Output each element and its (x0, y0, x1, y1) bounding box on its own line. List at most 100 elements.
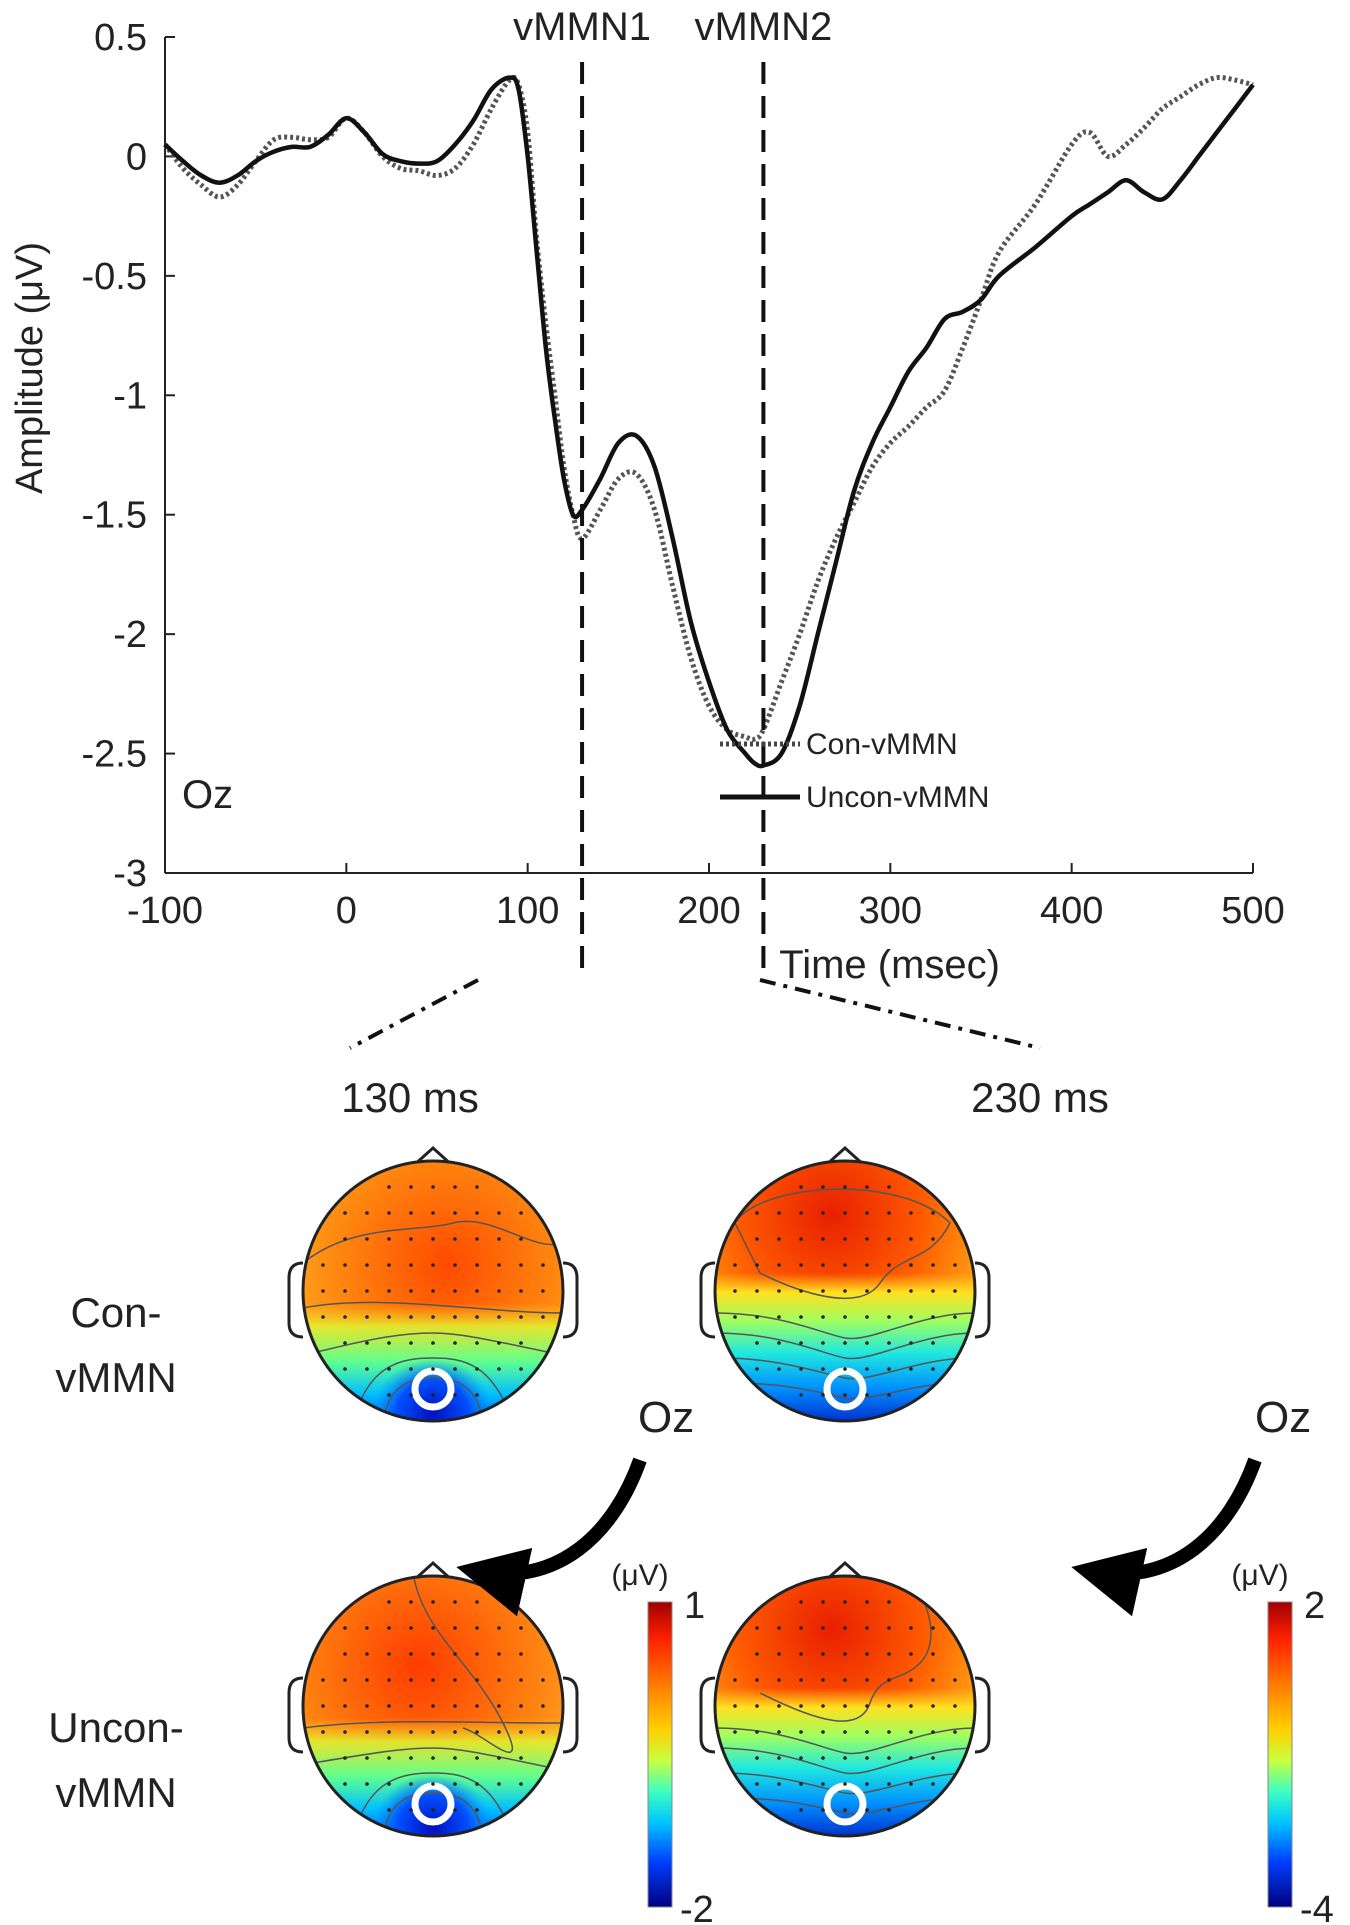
electrode-dot (931, 1704, 935, 1708)
electrode-dot (519, 1289, 523, 1293)
electrode-dot (953, 1289, 957, 1293)
x-tick-label: 200 (677, 890, 740, 932)
electrode-dot (931, 1652, 935, 1656)
electrode-dot (431, 1185, 435, 1189)
electrode-dot (365, 1237, 369, 1241)
electrode-dot (887, 1782, 891, 1786)
electrode-dot (497, 1626, 501, 1630)
x-axis-label: Time (msec) (779, 943, 1000, 987)
electrode-dot (541, 1730, 545, 1734)
electrode-dots (733, 1185, 957, 1397)
x-axis-ticks: -100 0 100 200 300 400 500 (127, 863, 1285, 932)
colorbar-230-min: -4 (1300, 1889, 1334, 1925)
electrode-dot (953, 1678, 957, 1682)
electrode-dot (475, 1263, 479, 1267)
electrode-dot (799, 1341, 803, 1345)
electrode-dot (365, 1678, 369, 1682)
electrode-dot (409, 1808, 413, 1812)
electrode-dot (475, 1211, 479, 1215)
electrode-dot (821, 1678, 825, 1682)
y-axis-ticks: 0.5 0 -0.5 -1 -1.5 -2 -2.5 -3 (82, 17, 175, 895)
electrode-dot (497, 1367, 501, 1371)
electrode-dot (387, 1315, 391, 1319)
electrode-dot (431, 1237, 435, 1241)
electrode-dot (865, 1600, 869, 1604)
electrode-dot (843, 1704, 847, 1708)
electrode-dot (409, 1211, 413, 1215)
electrode-dot (777, 1626, 781, 1630)
electrode-dot (475, 1782, 479, 1786)
axes-frame (164, 37, 1253, 874)
electrode-dot (431, 1341, 435, 1345)
electrode-dot (843, 1600, 847, 1604)
electrode-dot (953, 1730, 957, 1734)
colorbar-230-max: 2 (1304, 1585, 1325, 1627)
electrode-dot (821, 1782, 825, 1786)
electrode-dot (799, 1185, 803, 1189)
electrode-dot (887, 1211, 891, 1215)
electrode-dot (821, 1263, 825, 1267)
electrode-dot (755, 1211, 759, 1215)
electrode-dot (887, 1263, 891, 1267)
electrode-dot (909, 1263, 913, 1267)
electrode-dot (777, 1341, 781, 1345)
electrode-dot (755, 1341, 759, 1345)
electrode-dot (799, 1393, 803, 1397)
electrode-dot (931, 1756, 935, 1760)
electrode-dot (755, 1730, 759, 1734)
electrode-dot (453, 1185, 457, 1189)
electrode-dot (755, 1782, 759, 1786)
electrode-dot (821, 1341, 825, 1345)
electrode-dot (409, 1652, 413, 1656)
electrode-dot (409, 1730, 413, 1734)
electrode-dot (865, 1263, 869, 1267)
electrode-dot (431, 1315, 435, 1319)
electrode-dot (387, 1756, 391, 1760)
electrode-dot (343, 1211, 347, 1215)
electrode-dot (843, 1185, 847, 1189)
electrode-dot (475, 1652, 479, 1656)
electrode-dot (519, 1263, 523, 1267)
electrode-dot (843, 1289, 847, 1293)
electrode-dot (887, 1704, 891, 1708)
electrode-dot (475, 1756, 479, 1760)
electrode-dot (821, 1808, 825, 1812)
electrode-dot (365, 1263, 369, 1267)
marker-lines: vMMN1 vMMN2 (513, 5, 832, 980)
electrode-dot (431, 1393, 435, 1397)
electrode-dot (453, 1237, 457, 1241)
electrode-dot (799, 1652, 803, 1656)
electrode-dot (497, 1704, 501, 1708)
electrode-dot (733, 1704, 737, 1708)
electrode-dot (865, 1678, 869, 1682)
electrode-dot (755, 1263, 759, 1267)
electrode-dot (865, 1652, 869, 1656)
electrode-dot (733, 1730, 737, 1734)
topomap-grid (287, 1145, 991, 1838)
topomap-con-230 (699, 1145, 991, 1423)
electrode-dot (409, 1185, 413, 1189)
electrode-dot (541, 1678, 545, 1682)
electrode-dot (387, 1367, 391, 1371)
electrode-dot (887, 1185, 891, 1189)
electrode-dot (365, 1730, 369, 1734)
electrode-dot (409, 1367, 413, 1371)
electrode-dot (799, 1600, 803, 1604)
electrode-dot (431, 1756, 435, 1760)
electrode-dot (777, 1730, 781, 1734)
electrode-dot (387, 1782, 391, 1786)
electrode-dot (887, 1756, 891, 1760)
electrode-dot (887, 1367, 891, 1371)
electrode-dot (865, 1756, 869, 1760)
electrode-dot (453, 1289, 457, 1293)
electrode-dot (409, 1315, 413, 1319)
electrode-dot (365, 1289, 369, 1293)
channel-label: Oz (182, 773, 233, 817)
electrode-dot (909, 1367, 913, 1371)
electrode-dot (409, 1678, 413, 1682)
electrode-dot (887, 1237, 891, 1241)
electrode-dot (431, 1652, 435, 1656)
y-tick-label: 0 (126, 136, 147, 178)
electrode-dot (777, 1289, 781, 1293)
